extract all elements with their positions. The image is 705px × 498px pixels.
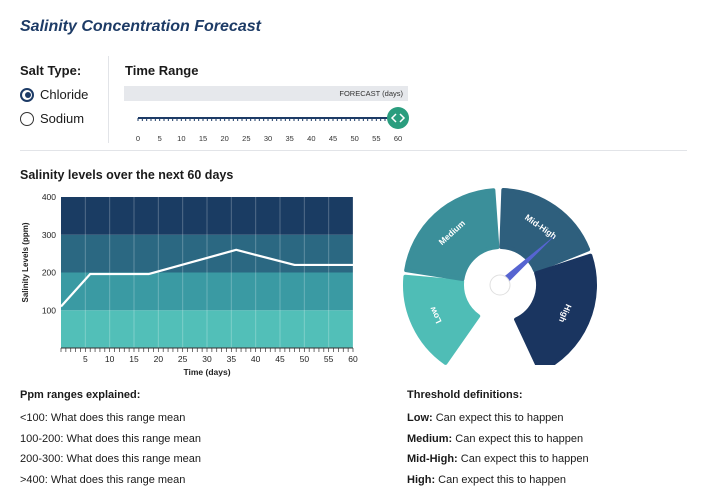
x-tick-label: 55 — [324, 354, 334, 364]
threshold-item: Low: Can expect this to happen — [407, 412, 589, 424]
radio-chloride-circle[interactable] — [20, 87, 34, 102]
slider-tick-label: 0 — [136, 134, 140, 143]
gauge-segment — [404, 188, 500, 282]
slider-knob[interactable] — [387, 107, 409, 129]
chart-band — [61, 272, 353, 311]
radio-chloride-label: Chloride — [40, 87, 89, 102]
gauge-hub — [489, 274, 511, 296]
ppm-ranges: Ppm ranges explained: <100: What does th… — [20, 389, 201, 494]
gauge-needle — [497, 234, 556, 288]
chart-section-title: Salinity levels over the next 60 days — [20, 168, 234, 182]
y-tick-label: 400 — [42, 192, 56, 202]
x-tick-label: 25 — [178, 354, 188, 364]
horizontal-divider — [20, 150, 687, 151]
slider-tick-label: 30 — [264, 134, 272, 143]
chevron-left-right-icon — [390, 113, 406, 123]
x-tick-label: 60 — [348, 354, 358, 364]
chart-band — [61, 310, 353, 348]
x-tick-label: 20 — [154, 354, 164, 364]
threshold-term: Low: — [407, 412, 433, 424]
x-tick-label: 10 — [105, 354, 115, 364]
threshold-item: Mid-High: Can expect this to happen — [407, 453, 589, 465]
x-tick-label: 15 — [129, 354, 139, 364]
slider-tick-label: 15 — [199, 134, 207, 143]
x-tick-label: 45 — [275, 354, 285, 364]
x-axis-label: Time (days) — [183, 367, 230, 377]
time-range-label: Time Range — [125, 63, 199, 78]
slider-tick-label: 55 — [372, 134, 380, 143]
gauge-segment — [514, 253, 597, 365]
x-tick-label: 5 — [83, 354, 88, 364]
radio-sodium[interactable]: Sodium — [20, 111, 84, 126]
radio-sodium-label: Sodium — [40, 111, 85, 126]
slider-tick-label: 10 — [177, 134, 185, 143]
threshold-item: Medium: Can expect this to happen — [407, 433, 589, 445]
threshold-term: Medium: — [407, 432, 453, 445]
forecast-bar: FORECAST (days) — [124, 86, 408, 101]
salt-type-label: Salt Type: — [20, 63, 82, 78]
radio-chloride[interactable]: Chloride — [20, 87, 88, 102]
slider-tick-label: 60 — [394, 134, 402, 143]
vertical-divider — [108, 56, 109, 143]
chart-band — [61, 234, 353, 273]
threshold-desc: Can expect this to happen — [432, 412, 564, 424]
threshold-desc: Can expect this to happen — [435, 473, 566, 486]
slider-tick-label: 35 — [285, 134, 293, 143]
x-tick-label: 50 — [300, 354, 310, 364]
y-tick-label: 200 — [42, 268, 56, 278]
slider-tick-label: 20 — [220, 134, 228, 143]
slider-tick-label: 45 — [329, 134, 337, 143]
ppm-heading: Ppm ranges explained: — [20, 389, 141, 401]
threshold-desc: Can expect this to happen — [452, 432, 584, 445]
slider-tick-label: 50 — [350, 134, 358, 143]
ppm-item: >400: What does this range mean — [20, 473, 186, 486]
gauge-segment — [403, 274, 481, 365]
threshold-term: Mid-High: — [407, 453, 458, 465]
slider-knob-circle — [387, 107, 409, 129]
y-tick-label: 100 — [42, 305, 56, 315]
radio-sodium-circle[interactable] — [20, 111, 34, 126]
gauge-segment — [499, 188, 591, 273]
threshold-definitions: Threshold definitions: Low: Can expect t… — [407, 389, 589, 494]
x-tick-label: 35 — [227, 354, 237, 364]
ppm-item: 200-300: What does this range mean — [20, 453, 202, 465]
threshold-item: High: Can expect this to happen — [407, 474, 589, 486]
y-axis-label: Salinity Levels (ppm) — [21, 222, 30, 302]
threshold-desc: Can expect this to happen — [457, 453, 589, 465]
ppm-item: <100: What does this range mean — [20, 412, 186, 424]
threshold-term: High: — [407, 473, 436, 486]
slider-tick-label: 5 — [158, 134, 162, 143]
page-title: Salinity Concentration Forecast — [20, 18, 261, 35]
salinity-chart: 5 10 15 20 25 30 35 40 45 50 55 60 100 200 300 400 Time … — [21, 192, 358, 377]
x-tick-label: 30 — [202, 354, 212, 364]
slider-tick-label: 25 — [242, 134, 250, 143]
series-line — [60, 248, 353, 308]
chart-band — [61, 197, 353, 235]
y-tick-label: 300 — [42, 230, 56, 240]
x-tick-label: 40 — [251, 354, 261, 364]
time-range-slider[interactable]: 0 5 10 15 20 25 30 35 40 45 50 55 60 — [124, 104, 414, 146]
ppm-item: 100-200: What does this range mean — [20, 432, 202, 445]
threshold-heading: Threshold definitions: — [407, 389, 523, 401]
slider-tick-label: 40 — [307, 134, 315, 143]
